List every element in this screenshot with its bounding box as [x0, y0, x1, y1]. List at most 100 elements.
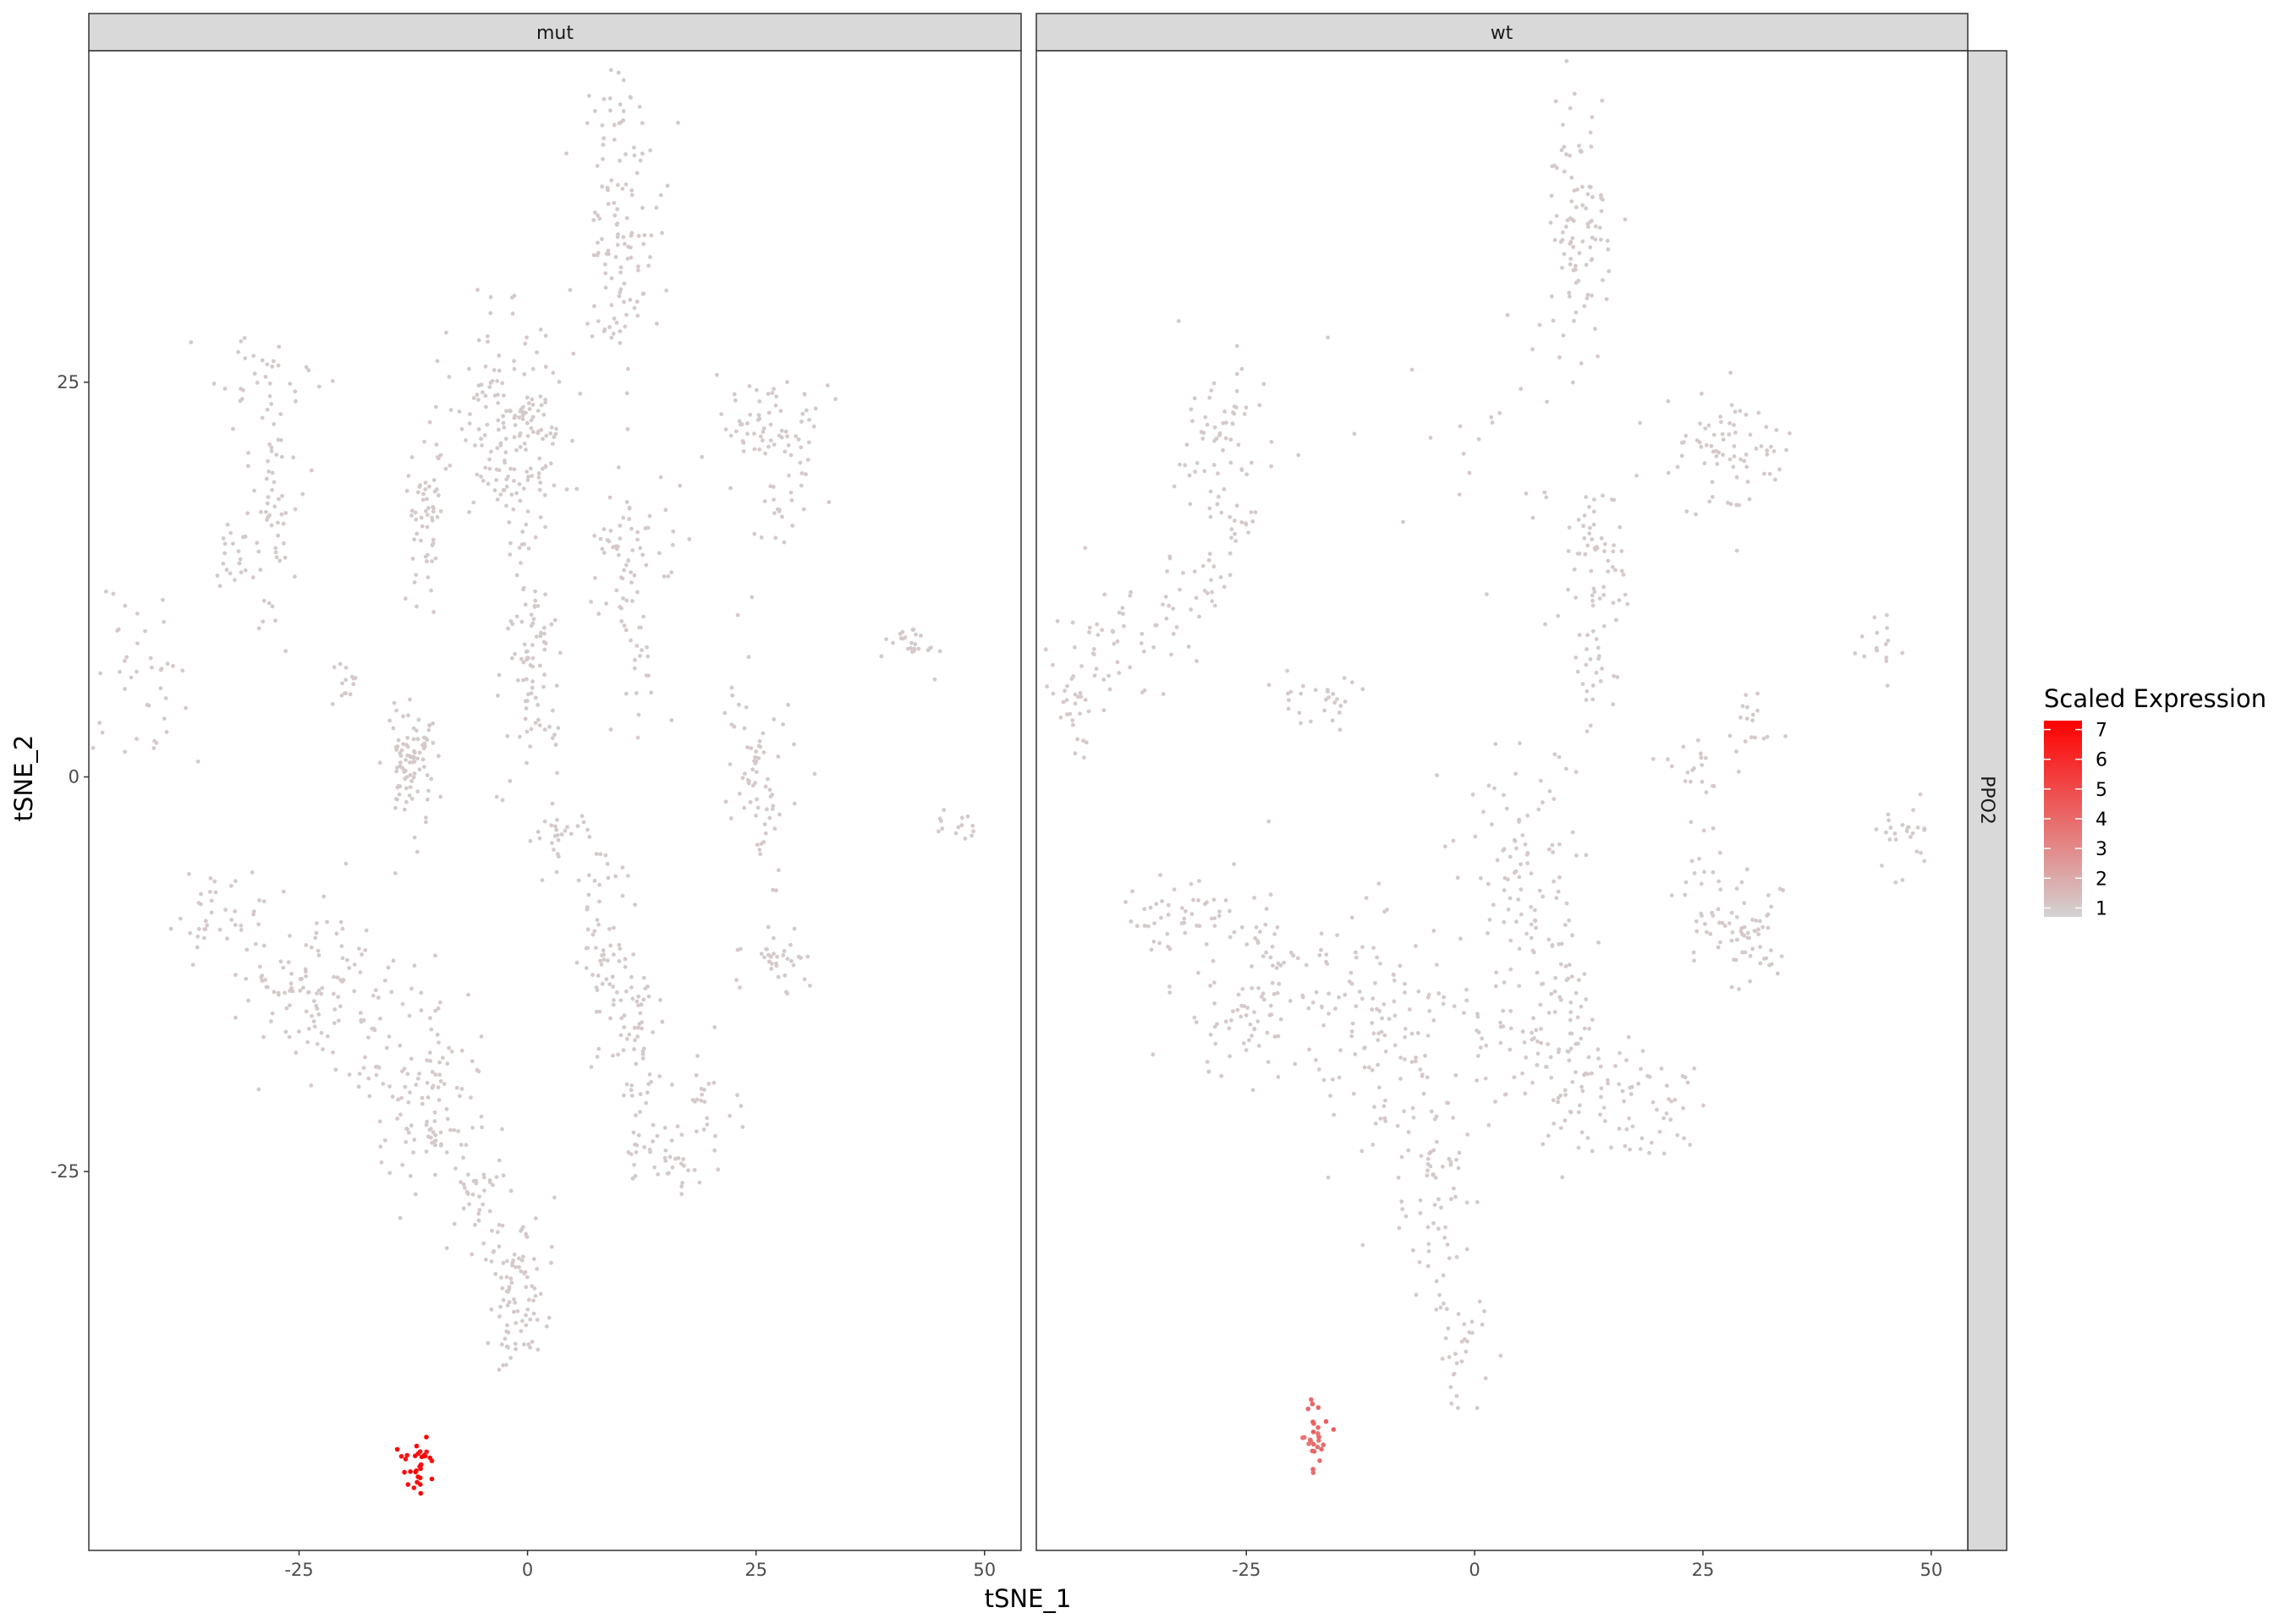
point-mut-cluster-22	[464, 1143, 469, 1147]
point-mut-cluster-9	[525, 649, 530, 654]
point-wt-cluster-15	[1758, 961, 1763, 966]
point-mut-cluster-1	[541, 412, 547, 417]
point-wt-cluster-3	[1101, 708, 1107, 713]
point-mut-cluster-11	[772, 442, 777, 447]
point-mut-cluster-23	[525, 1307, 530, 1312]
point-mut-cluster-15	[969, 833, 974, 838]
point-wt-cluster-22	[1563, 1118, 1568, 1123]
point-wt-cluster-14	[1473, 834, 1478, 839]
point-mut-cluster-1	[522, 372, 527, 376]
point-mut-cluster-1	[481, 390, 485, 395]
point-wt-cluster-15	[1722, 924, 1727, 928]
point-wt-cluster-8	[1588, 657, 1593, 661]
point-wt-cluster-4	[1075, 737, 1079, 742]
point-mut-cluster-7	[424, 815, 428, 820]
point-mut-cluster-6	[151, 746, 157, 750]
point-mut-cluster-8	[330, 702, 335, 706]
point-mut-cluster-16	[645, 645, 649, 650]
point-mut-cluster-11	[805, 458, 810, 462]
point-mut-cluster-6	[158, 686, 163, 691]
point-mut-cluster-19	[188, 930, 193, 935]
point-wt-cluster-17	[1182, 920, 1187, 925]
point-wt-cluster-17	[1204, 942, 1209, 946]
point-mut-cluster-27	[735, 1093, 739, 1098]
point-mut-cluster-17	[559, 832, 564, 837]
point-wt-cluster-15	[1734, 886, 1739, 891]
point-wt-cluster-22	[1551, 1098, 1556, 1103]
point-mut-cluster-7	[405, 735, 410, 740]
point-mut-cluster-17	[575, 824, 580, 828]
point-mut-cluster-21	[432, 1139, 437, 1144]
point-wt-cluster-25	[1561, 333, 1566, 337]
point-mut-cluster-20	[233, 973, 238, 977]
point-wt-cluster-20	[1425, 1156, 1431, 1161]
point-wt-cluster-4	[1081, 755, 1086, 760]
point-mut-cluster-1	[530, 474, 535, 479]
point-wt-cluster-26	[1317, 1458, 1322, 1463]
point-mut-cluster-9	[508, 540, 513, 546]
point-mut-cluster-2	[211, 381, 217, 386]
point-wt-cluster-0	[1567, 290, 1572, 295]
point-wt-cluster-3	[1073, 751, 1078, 756]
point-mut-cluster-21	[440, 1056, 445, 1061]
point-mut-cluster-13	[753, 781, 757, 786]
point-mut-cluster-9	[510, 656, 514, 661]
point-mut-cluster-1	[551, 370, 556, 376]
point-mut-cluster-4	[431, 478, 437, 482]
point-mut-cluster-13	[767, 815, 772, 820]
point-mut-cluster-13	[766, 776, 770, 782]
point-wt-cluster-2	[1269, 464, 1273, 469]
point-mut-cluster-11	[745, 431, 750, 436]
point-mut-cluster-7	[415, 737, 420, 742]
point-mut-cluster-24	[634, 1062, 639, 1067]
point-mut-cluster-20	[316, 988, 321, 993]
point-mut-cluster-21	[433, 1073, 438, 1077]
point-wt-cluster-24	[1494, 970, 1498, 975]
point-mut-cluster-27	[699, 1098, 704, 1103]
point-wt-cluster-4	[1073, 701, 1078, 706]
point-wt-cluster-14	[1524, 931, 1529, 936]
point-mut-cluster-0	[640, 292, 645, 296]
point-mut-cluster-17	[542, 819, 547, 824]
point-mut-cluster-7	[398, 764, 403, 769]
point-mut-cluster-1	[498, 492, 503, 497]
point-mut-cluster-20	[340, 956, 345, 961]
point-wt-cluster-15	[1779, 954, 1784, 958]
point-wt-cluster-10	[1750, 718, 1755, 723]
point-wt-cluster-11	[1703, 755, 1708, 760]
point-wt-cluster-18	[1250, 1088, 1255, 1093]
point-wt-cluster-0	[1568, 106, 1573, 111]
point-mut-cluster-9	[537, 723, 542, 727]
point-wt-cluster-19	[1376, 1038, 1381, 1043]
point-wt-cluster-14	[1504, 806, 1509, 811]
point-mut-cluster-29	[427, 1455, 433, 1461]
x-tick-label: 25	[1692, 1560, 1715, 1580]
point-mut-cluster-5	[222, 551, 227, 556]
point-wt-cluster-19	[1392, 1013, 1398, 1018]
point-wt-cluster-16	[1689, 820, 1694, 825]
point-wt-cluster-19	[1351, 1091, 1356, 1096]
point-mut-cluster-9	[554, 683, 559, 689]
point-mut-cluster-4	[430, 515, 434, 520]
point-mut-cluster-11	[774, 394, 779, 399]
point-mut-cluster-20	[311, 1019, 316, 1023]
point-wt-cluster-0	[1585, 296, 1590, 300]
point-mut-cluster-20	[364, 928, 369, 933]
point-mut-cluster-3	[256, 626, 261, 631]
point-wt-cluster-21	[1444, 1307, 1449, 1311]
point-mut-cluster-13	[781, 722, 785, 727]
point-wt-cluster-1	[1189, 407, 1194, 412]
point-wt-cluster-24	[1464, 987, 1469, 992]
point-mut-cluster-9	[547, 724, 552, 729]
point-mut-cluster-3	[283, 555, 288, 560]
point-mut-cluster-1	[492, 368, 497, 372]
point-wt-cluster-7	[1588, 525, 1592, 530]
point-wt-cluster-14	[1584, 853, 1589, 858]
point-wt-cluster-14	[1505, 877, 1510, 882]
point-wt-cluster-14	[1517, 984, 1522, 988]
point-wt-cluster-12	[1900, 823, 1905, 827]
point-wt-cluster-12	[1893, 880, 1898, 885]
point-wt-cluster-18	[1270, 944, 1275, 949]
point-mut-cluster-14	[914, 632, 918, 637]
point-wt-cluster-20	[1396, 1175, 1401, 1180]
